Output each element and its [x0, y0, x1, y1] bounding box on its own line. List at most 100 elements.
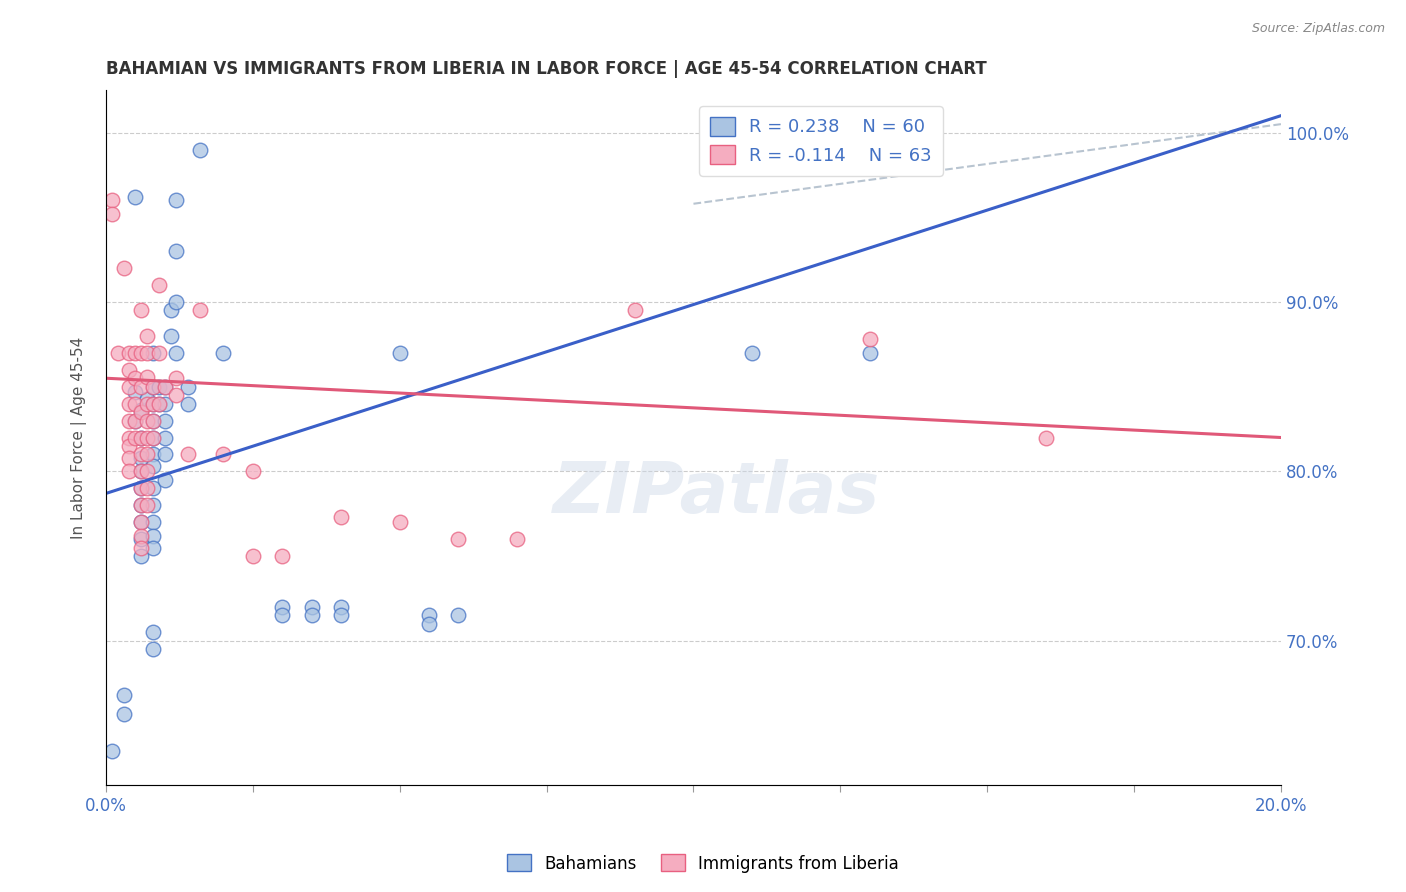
Point [188, 303, 211, 318]
Point [124, 413, 146, 427]
Point [136, 464, 159, 478]
Point [271, 599, 294, 614]
Point [112, 688, 135, 702]
Point [129, 430, 152, 444]
Point [136, 369, 159, 384]
Point [142, 413, 165, 427]
Point [136, 392, 159, 406]
Point [129, 529, 152, 543]
Point [623, 303, 645, 318]
Legend: R = 0.238    N = 60, R = -0.114    N = 63: R = 0.238 N = 60, R = -0.114 N = 63 [699, 106, 943, 176]
Point [124, 190, 146, 204]
Point [136, 346, 159, 360]
Point [118, 380, 141, 394]
Point [153, 413, 176, 427]
Point [118, 413, 141, 427]
Point [124, 346, 146, 360]
Point [242, 549, 264, 563]
Point [418, 608, 440, 623]
Point [153, 397, 176, 411]
Point [166, 371, 188, 385]
Point [148, 380, 170, 394]
Point [136, 447, 159, 461]
Point [142, 430, 165, 444]
Point [330, 608, 353, 623]
Point [153, 380, 176, 394]
Point [188, 143, 211, 157]
Point [142, 397, 165, 411]
Point [136, 498, 159, 512]
Point [136, 430, 159, 444]
Point [153, 380, 176, 394]
Point [142, 529, 165, 543]
Point [136, 397, 159, 411]
Point [129, 515, 152, 529]
Point [129, 515, 152, 529]
Point [142, 642, 165, 657]
Point [129, 498, 152, 512]
Point [129, 549, 152, 563]
Point [124, 430, 146, 444]
Point [101, 194, 124, 208]
Point [129, 430, 152, 444]
Point [271, 549, 294, 563]
Point [506, 532, 529, 546]
Point [129, 346, 152, 360]
Point [142, 397, 165, 411]
Point [166, 388, 188, 402]
Point [129, 481, 152, 495]
Point [129, 541, 152, 555]
Point [136, 329, 159, 343]
Point [271, 608, 294, 623]
Point [124, 384, 146, 399]
Point [142, 541, 165, 555]
Point [142, 459, 165, 474]
Point [129, 532, 152, 546]
Point [859, 346, 882, 360]
Point [129, 498, 152, 512]
Point [177, 447, 200, 461]
Point [129, 380, 152, 394]
Point [118, 439, 141, 453]
Point [741, 346, 763, 360]
Point [142, 515, 165, 529]
Point [418, 616, 440, 631]
Point [388, 346, 411, 360]
Point [124, 397, 146, 411]
Point [124, 371, 146, 385]
Point [129, 481, 152, 495]
Point [101, 207, 124, 221]
Point [1035, 430, 1057, 444]
Point [330, 599, 353, 614]
Point [212, 346, 235, 360]
Point [212, 447, 235, 461]
Point [301, 608, 323, 623]
Text: Source: ZipAtlas.com: Source: ZipAtlas.com [1251, 22, 1385, 36]
Point [447, 532, 470, 546]
Point [142, 481, 165, 495]
Point [388, 515, 411, 529]
Point [177, 380, 200, 394]
Point [124, 413, 146, 427]
Point [118, 464, 141, 478]
Point [129, 464, 152, 478]
Point [118, 346, 141, 360]
Point [330, 510, 353, 524]
Point [142, 447, 165, 461]
Point [153, 447, 176, 461]
Point [148, 397, 170, 411]
Point [112, 261, 135, 276]
Point [112, 706, 135, 721]
Point [136, 413, 159, 427]
Point [142, 498, 165, 512]
Point [142, 625, 165, 640]
Point [859, 332, 882, 346]
Point [129, 303, 152, 318]
Point [153, 430, 176, 444]
Point [142, 380, 165, 394]
Point [166, 346, 188, 360]
Point [242, 464, 264, 478]
Point [166, 295, 188, 310]
Point [159, 329, 181, 343]
Point [166, 244, 188, 259]
